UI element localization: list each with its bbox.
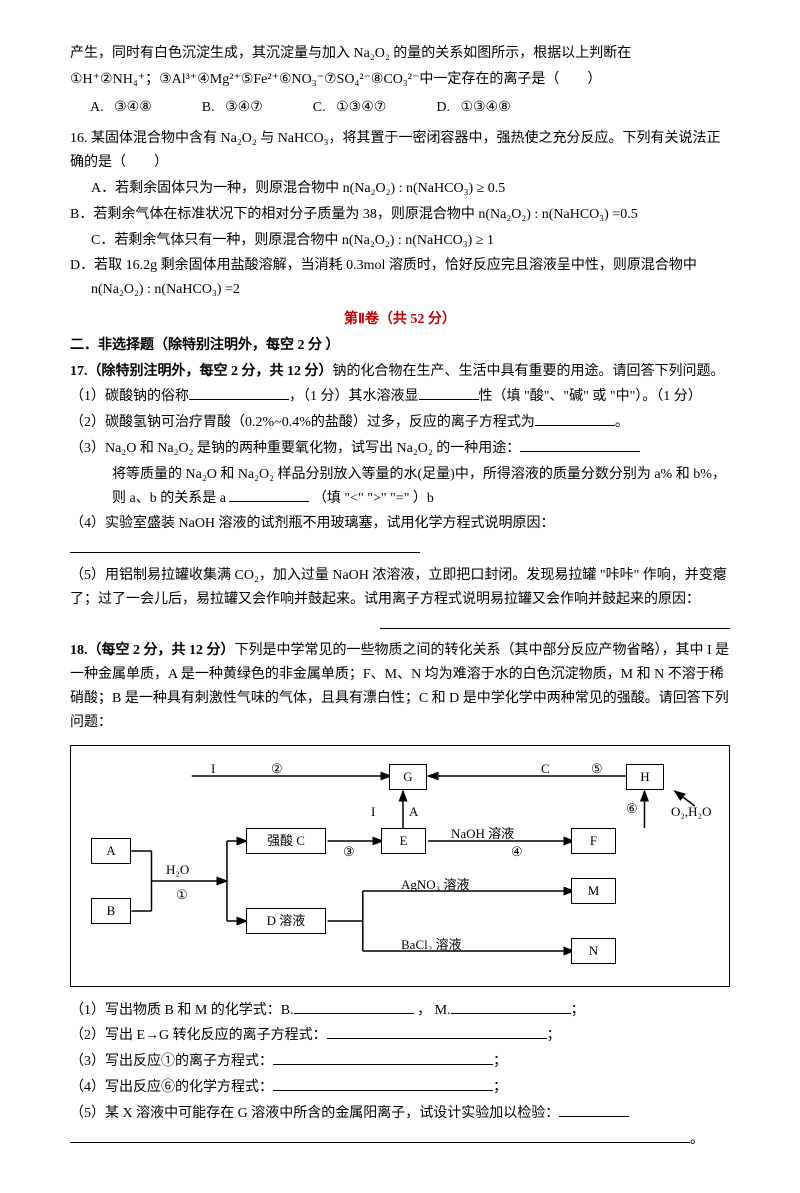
q16-c: C．若剩余气体只有一种，则原混合物中 n(Na₂O₂) : n(NaHCO₃) … — [70, 229, 730, 253]
blank[interactable] — [327, 1024, 547, 1039]
q17-1: （1）碳酸钠的俗称，（1 分）其水溶液显性（填 "酸"、"碱" 或 "中"）。（… — [70, 385, 730, 409]
box-d: D 溶液 — [246, 908, 326, 934]
box-a: A — [91, 838, 131, 864]
lbl-1: ① — [176, 884, 188, 906]
box-b: B — [91, 898, 131, 924]
lbl-bacl2: BaCl₂ 溶液 — [401, 934, 462, 956]
q17-3a: （3）Na₂O 和 Na₂O₂ 是钠的两种重要氧化物，试写出 Na₂O₂ 的一种… — [70, 437, 730, 461]
lbl-6: ⑥ — [626, 798, 638, 820]
box-m: M — [571, 878, 616, 904]
blank[interactable] — [419, 385, 479, 400]
lbl-c5: C — [541, 758, 550, 780]
box-e: E — [381, 828, 426, 854]
blank[interactable] — [189, 385, 289, 400]
blank[interactable] — [273, 1050, 493, 1065]
q18-4: （4）写出反应⑥的化学方程式：； — [70, 1076, 730, 1100]
blank[interactable] — [229, 487, 309, 502]
q16-b: B．若剩余气体在标准状况下的相对分子质量为 38，则原混合物中 n(Na₂O₂)… — [70, 203, 730, 227]
lbl-h2o: H₂O — [166, 859, 189, 881]
opt-d: D. ①③④⑧ — [436, 96, 510, 120]
blank[interactable] — [559, 1102, 629, 1117]
lbl-ia: I — [371, 801, 375, 823]
blank[interactable] — [70, 538, 420, 553]
blank[interactable] — [294, 999, 414, 1014]
opt-b: B. ③④⑦ — [202, 96, 263, 120]
box-g: G — [389, 764, 427, 790]
lbl-i: I — [211, 758, 215, 780]
box-f: F — [571, 828, 616, 854]
lbl-2: ② — [271, 758, 283, 780]
lbl-naoh: NaOH 溶液 — [451, 823, 514, 845]
blank[interactable] — [380, 614, 730, 629]
q18-2: （2）写出 E→G 转化反应的离子方程式：； — [70, 1024, 730, 1048]
blank[interactable] — [520, 437, 640, 452]
lbl-o2: O₂,H₂O — [671, 801, 711, 823]
q16-stem: 16. 某固体混合物中含有 Na₂O₂ 与 NaHCO₃，将其置于一密闭容器中，… — [70, 127, 730, 175]
lbl-agno3: AgNO₃ 溶液 — [401, 874, 469, 896]
lbl-3: ③ — [343, 841, 355, 863]
q17-3b: 将等质量的 Na₂O 和 Na₂O₂ 样品分别放入等量的水(足量)中，所得溶液的… — [70, 463, 730, 511]
q16-a: A．若剩余固体只为一种，则原混合物中 n(Na₂O₂) : n(NaHCO₃) … — [70, 177, 730, 201]
box-h: H — [626, 764, 664, 790]
lbl-5: ⑤ — [591, 758, 603, 780]
blank[interactable] — [273, 1076, 493, 1091]
opt-c: C. ①③④⑦ — [313, 96, 387, 120]
q17-5: （5）用铝制易拉罐收集满 CO₂，加入过量 NaOH 浓溶液，立即把口封闭。发现… — [70, 564, 730, 612]
box-n: N — [571, 938, 616, 964]
part2-title: 第Ⅱ卷（共 52 分） — [70, 308, 730, 332]
q16-d: D．若取 16.2g 剩余固体用盐酸溶解，当消耗 0.3mol 溶质时，恰好反应… — [70, 254, 730, 302]
q18-3: （3）写出反应①的离子方程式：； — [70, 1050, 730, 1074]
blank[interactable] — [70, 1128, 690, 1143]
opt-a: A. ③④⑧ — [90, 96, 152, 120]
blank[interactable] — [535, 411, 615, 426]
q17-2: （2）碳酸氢钠可治疗胃酸（0.2%~0.4%的盐酸）过多，反应的离子方程式为。 — [70, 411, 730, 435]
q15-stem-a: 产生，同时有白色沉淀生成，其沉淀量与加入 Na₂O₂ 的量的关系如图所示，根据以… — [70, 42, 730, 66]
q17-4: （4）实验室盛装 NaOH 溶液的试剂瓶不用玻璃塞，试用化学方程式说明原因： — [70, 512, 730, 536]
part2-section: 二．非选择题（除特别注明外，每空 2 分 ） — [70, 334, 730, 358]
q15-stem-b: ①H⁺②NH₄⁺；③Al³⁺④Mg²⁺⑤Fe²⁺⑥NO₃⁻⑦SO₄²⁻⑧CO₃²… — [70, 68, 730, 92]
q18-head: 18.（每空 2 分，共 12 分）下列是中学常见的一些物质之间的转化关系（其中… — [70, 639, 730, 734]
blank[interactable] — [451, 999, 571, 1014]
q17-head: 17.（除特别注明外，每空 2 分，共 12 分）钠的化合物在生产、生活中具有重… — [70, 360, 730, 384]
q18-1: （1）写出物质 B 和 M 的化学式：B. ， M.； — [70, 999, 730, 1023]
box-c: 强酸 C — [246, 828, 326, 854]
flow-diagram: A B 强酸 C D 溶液 E F G H M N I ② I A ③ ④ C … — [70, 745, 730, 987]
lbl-aup: A — [409, 801, 418, 823]
q15-options: A. ③④⑧ B. ③④⑦ C. ①③④⑦ D. ①③④⑧ — [90, 96, 730, 120]
q18-5: （5）某 X 溶液中可能存在 G 溶液中所含的金属阳离子，试设计实验加以检验： — [70, 1102, 730, 1126]
